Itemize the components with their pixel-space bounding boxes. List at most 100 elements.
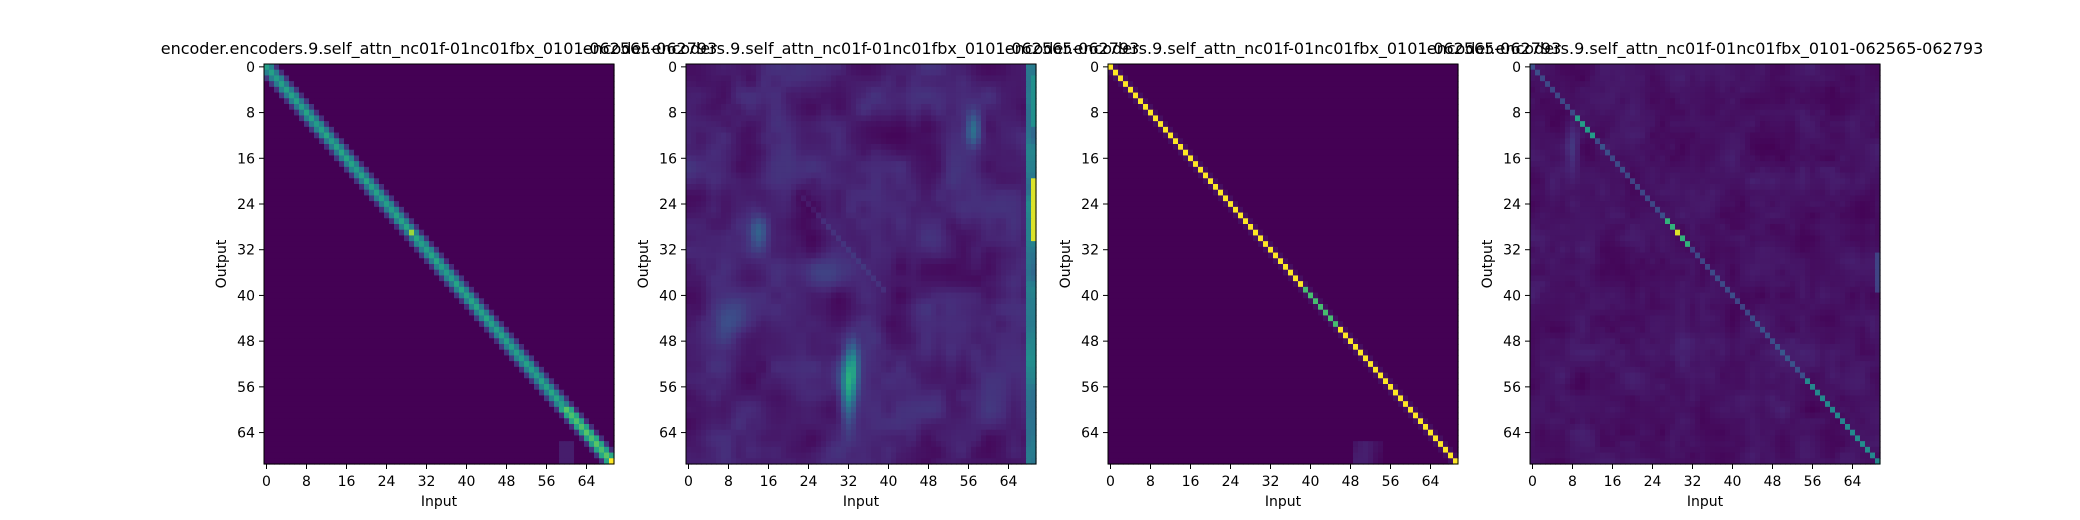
- heatmap-cell: [589, 326, 595, 334]
- heatmap-cell: [504, 424, 510, 431]
- heatmap-cell: [269, 384, 275, 391]
- y-tick-label: 0: [246, 60, 255, 76]
- heatmap-cell: [284, 109, 290, 117]
- heatmap-cell: [269, 429, 275, 437]
- heatmap-cell: [329, 378, 335, 385]
- heatmap-cell: [474, 344, 480, 351]
- heatmap-cell: [519, 321, 525, 328]
- heatmap-cell: [404, 69, 410, 77]
- heatmap-cell: [269, 275, 275, 282]
- heatmap-cell: [449, 389, 455, 397]
- heatmap-cell: [309, 378, 315, 385]
- heatmap-cell: [469, 241, 475, 248]
- heatmap-cell: [279, 178, 285, 185]
- heatmap-cell: [409, 258, 415, 265]
- heatmap-cell: [469, 401, 475, 408]
- heatmap-cell: [279, 389, 285, 397]
- heatmap-cell: [489, 206, 495, 214]
- heatmap-cell: [529, 304, 535, 311]
- x-tick-label: 40: [458, 474, 476, 490]
- heatmap-cell: [304, 172, 310, 179]
- heatmap-cell: [584, 338, 590, 345]
- heatmap-cell: [394, 349, 400, 357]
- heatmap-cell: [459, 155, 465, 162]
- heatmap-cell: [269, 104, 275, 111]
- heatmap-cell: [464, 126, 470, 134]
- heatmap-cell: [806, 64, 812, 71]
- heatmap-cell: [479, 389, 485, 397]
- heatmap-cell: [579, 435, 585, 442]
- heatmap-cell: [264, 109, 270, 117]
- heatmap-cell: [564, 229, 570, 237]
- heatmap-cell: [504, 81, 510, 88]
- heatmap-cell: [404, 104, 410, 111]
- heatmap-cell: [504, 429, 510, 437]
- heatmap-cell: [529, 229, 535, 237]
- heatmap-cell: [454, 349, 460, 357]
- heatmap-cell: [464, 235, 470, 242]
- heatmap-cell: [554, 201, 560, 208]
- heatmap-cell: [409, 195, 415, 202]
- heatmap-cell: [604, 435, 610, 442]
- heatmap-cell: [324, 401, 330, 408]
- heatmap-cell: [489, 184, 495, 191]
- heatmap-cell: [569, 395, 575, 402]
- heatmap-cell: [454, 189, 460, 197]
- heatmap-cell: [499, 172, 505, 179]
- heatmap-cell: [494, 418, 500, 425]
- heatmap-cell: [364, 172, 370, 179]
- heatmap-cell: [424, 384, 430, 391]
- heatmap-cell: [309, 406, 315, 414]
- heatmap-cell: [279, 304, 285, 311]
- heatmap-cell: [524, 206, 530, 214]
- heatmap-cell: [464, 338, 470, 345]
- heatmap-cell: [429, 98, 435, 105]
- heatmap-cell: [464, 281, 470, 288]
- heatmap-cell: [429, 349, 435, 357]
- heatmap-cell: [459, 64, 465, 71]
- heatmap-cell: [549, 132, 555, 139]
- heatmap-cell: [534, 395, 540, 402]
- heatmap-cell: [294, 446, 300, 454]
- heatmap-cell: [479, 195, 485, 202]
- heatmap-cell: [444, 115, 450, 122]
- heatmap-cell: [429, 218, 435, 225]
- heatmap-cell: [309, 206, 315, 214]
- heatmap-cell: [319, 138, 325, 145]
- heatmap-cell: [604, 315, 610, 322]
- heatmap-cell: [409, 378, 415, 385]
- heatmap-cell: [284, 452, 290, 459]
- heatmap-cell: [404, 115, 410, 122]
- heatmap-cell: [289, 64, 295, 71]
- heatmap-cell: [524, 401, 530, 408]
- heatmap-cell: [484, 332, 490, 339]
- heatmap-cell: [921, 64, 927, 71]
- heatmap-cell: [454, 332, 460, 339]
- heatmap-cell: [344, 172, 350, 179]
- heatmap-cell: [579, 361, 585, 368]
- heatmap-cell: [289, 252, 295, 259]
- heatmap-cell: [419, 64, 425, 71]
- heatmap-cell: [584, 275, 590, 282]
- heatmap-cell: [294, 166, 300, 174]
- heatmap-cell: [906, 64, 912, 71]
- heatmap-cell: [314, 315, 320, 322]
- heatmap-cell: [269, 98, 275, 105]
- heatmap-cell: [304, 378, 310, 385]
- heatmap-cell: [554, 349, 560, 357]
- heatmap-cell: [509, 344, 515, 351]
- heatmap-cell: [569, 206, 575, 214]
- heatmap-cell: [841, 64, 847, 71]
- heatmap-cell: [574, 441, 580, 448]
- heatmap-cell: [519, 418, 525, 425]
- heatmap-cell: [434, 86, 440, 94]
- heatmap-cell: [394, 378, 400, 385]
- heatmap-cell: [379, 92, 385, 99]
- heatmap-cell: [389, 161, 395, 168]
- heatmap-cell: [419, 264, 425, 271]
- heatmap-cell: [594, 212, 600, 219]
- heatmap-cell: [584, 378, 590, 385]
- heatmap-cell: [364, 441, 370, 448]
- heatmap-cell: [594, 281, 600, 288]
- heatmap-cell: [604, 298, 610, 305]
